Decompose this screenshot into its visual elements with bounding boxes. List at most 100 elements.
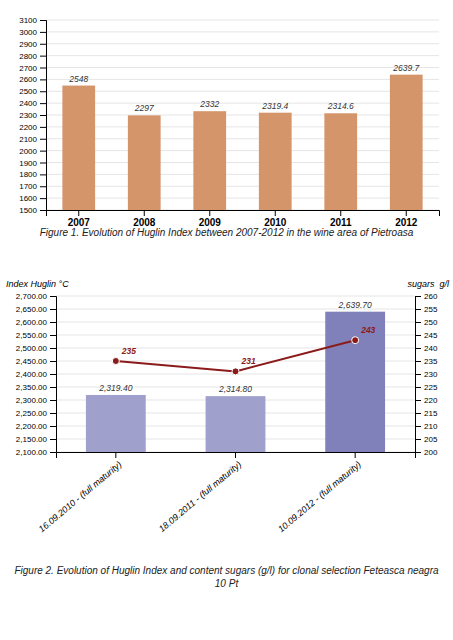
tick-label: 245: [424, 331, 438, 340]
tick-label: 2,700.00: [16, 292, 48, 301]
data-label: 2,314.80: [218, 384, 252, 394]
tick-label: 2,200.00: [16, 422, 48, 431]
tick-mark: [50, 452, 56, 453]
data-label: 243: [360, 325, 375, 335]
tick-label: 1800: [19, 170, 37, 179]
y-axis: 1500160017001800190020002100220023002400…: [19, 16, 46, 215]
tick: 205: [415, 435, 438, 444]
tick-label: 10.09.2012 - (full maturity): [276, 459, 363, 534]
grid-line: [46, 20, 439, 21]
tick-mark: [415, 348, 421, 349]
data-label: 2314.6: [327, 101, 354, 111]
tick-mark: [209, 210, 210, 216]
marker: [112, 358, 119, 365]
tick-mark: [415, 400, 421, 401]
tick-mark: [415, 387, 421, 388]
chart-title: Figure 1. Evolution of Huglin Index betw…: [40, 227, 414, 238]
data-label: 2332: [199, 99, 219, 109]
tick-label: 2100: [19, 135, 37, 144]
tick: 2,550.00: [16, 331, 56, 340]
tick-mark: [415, 439, 421, 440]
tick-mark: [275, 210, 276, 216]
tick-mark: [415, 296, 421, 297]
tick: 2,450.00: [16, 357, 56, 366]
tick: 10.09.2012 - (full maturity): [276, 452, 363, 534]
grid-line: [46, 186, 439, 187]
data-label: 231: [241, 356, 256, 366]
tick: 2,250.00: [16, 409, 56, 418]
tick-label: 3000: [19, 28, 37, 37]
grid-line: [46, 91, 439, 92]
tick-label: 16.09.2010 - (full maturity): [37, 459, 124, 534]
grid-line: [46, 55, 439, 56]
tick-mark: [40, 198, 46, 199]
tick: 230: [415, 370, 438, 379]
tick-mark: [40, 79, 46, 80]
tick-mark: [40, 127, 46, 128]
tick: 220: [415, 396, 438, 405]
tick: 3100: [19, 16, 46, 25]
tick-label: 1700: [19, 182, 37, 191]
grid: [46, 20, 439, 210]
tick: 2,300.00: [16, 396, 56, 405]
tick: 2007: [68, 210, 91, 228]
grid-line: [46, 162, 439, 163]
tick-mark: [115, 452, 116, 458]
bar: [390, 75, 423, 210]
tick-mark: [40, 151, 46, 152]
tick-label: 260: [424, 292, 438, 301]
tick-label: 2,650.00: [16, 305, 48, 314]
marker: [232, 368, 239, 375]
tick-mark: [406, 210, 407, 216]
grid-line: [46, 126, 439, 127]
tick-mark: [40, 115, 46, 116]
tick-label: 2,300.00: [16, 396, 48, 405]
tick-mark: [50, 439, 56, 440]
tick: 2008: [133, 210, 156, 228]
tick: 2,700.00: [16, 292, 56, 301]
tick: 250: [415, 318, 438, 327]
tick: 2600: [19, 75, 46, 84]
tick-mark: [40, 91, 46, 92]
marker: [352, 337, 359, 344]
tick: 2009: [199, 210, 222, 228]
bar: [325, 312, 385, 452]
data-label: 2,639.70: [338, 300, 372, 310]
tick-mark: [78, 210, 79, 216]
tick-mark: [415, 413, 421, 414]
tick: 1800: [19, 170, 46, 179]
tick-label: 2500: [19, 87, 37, 96]
tick: 2010: [264, 210, 287, 228]
tick: 2,600.00: [16, 318, 56, 327]
tick-label: 2900: [19, 40, 37, 49]
axis-line: [47, 211, 440, 217]
tick-label: 2,100.00: [16, 448, 48, 457]
tick: 225: [415, 383, 438, 392]
y2-axis-title: sugars g/l: [407, 279, 450, 289]
grid-line: [46, 150, 439, 151]
data-label: 2639.7: [392, 63, 419, 73]
tick: 2,150.00: [16, 435, 56, 444]
page: 1500160017001800190020002100220023002400…: [0, 0, 453, 640]
data-label: 2,319.40: [98, 383, 132, 393]
tick: 2,650.00: [16, 305, 56, 314]
grid-line: [56, 296, 415, 297]
grid-line: [46, 31, 439, 32]
tick-label: 2,350.00: [16, 383, 48, 392]
tick-mark: [50, 335, 56, 336]
grid-line: [46, 67, 439, 68]
tick-label: 3100: [19, 16, 37, 25]
x-axis: 200720082009201020112012: [47, 210, 440, 228]
tick-label: 225: [424, 383, 438, 392]
tick: 2000: [19, 147, 46, 156]
x-axis: 16.09.2010 - (full maturity)18.09.2011 -…: [37, 452, 416, 534]
tick-mark: [415, 361, 421, 362]
tick-label: 2200: [19, 123, 37, 132]
tick: 16.09.2010 - (full maturity): [37, 452, 124, 534]
plot-area: [62, 75, 422, 210]
data-label: 235: [121, 346, 136, 356]
tick: 2,200.00: [16, 422, 56, 431]
tick: 2100: [19, 135, 46, 144]
tick-mark: [50, 309, 56, 310]
tick-label: 1600: [19, 194, 37, 203]
